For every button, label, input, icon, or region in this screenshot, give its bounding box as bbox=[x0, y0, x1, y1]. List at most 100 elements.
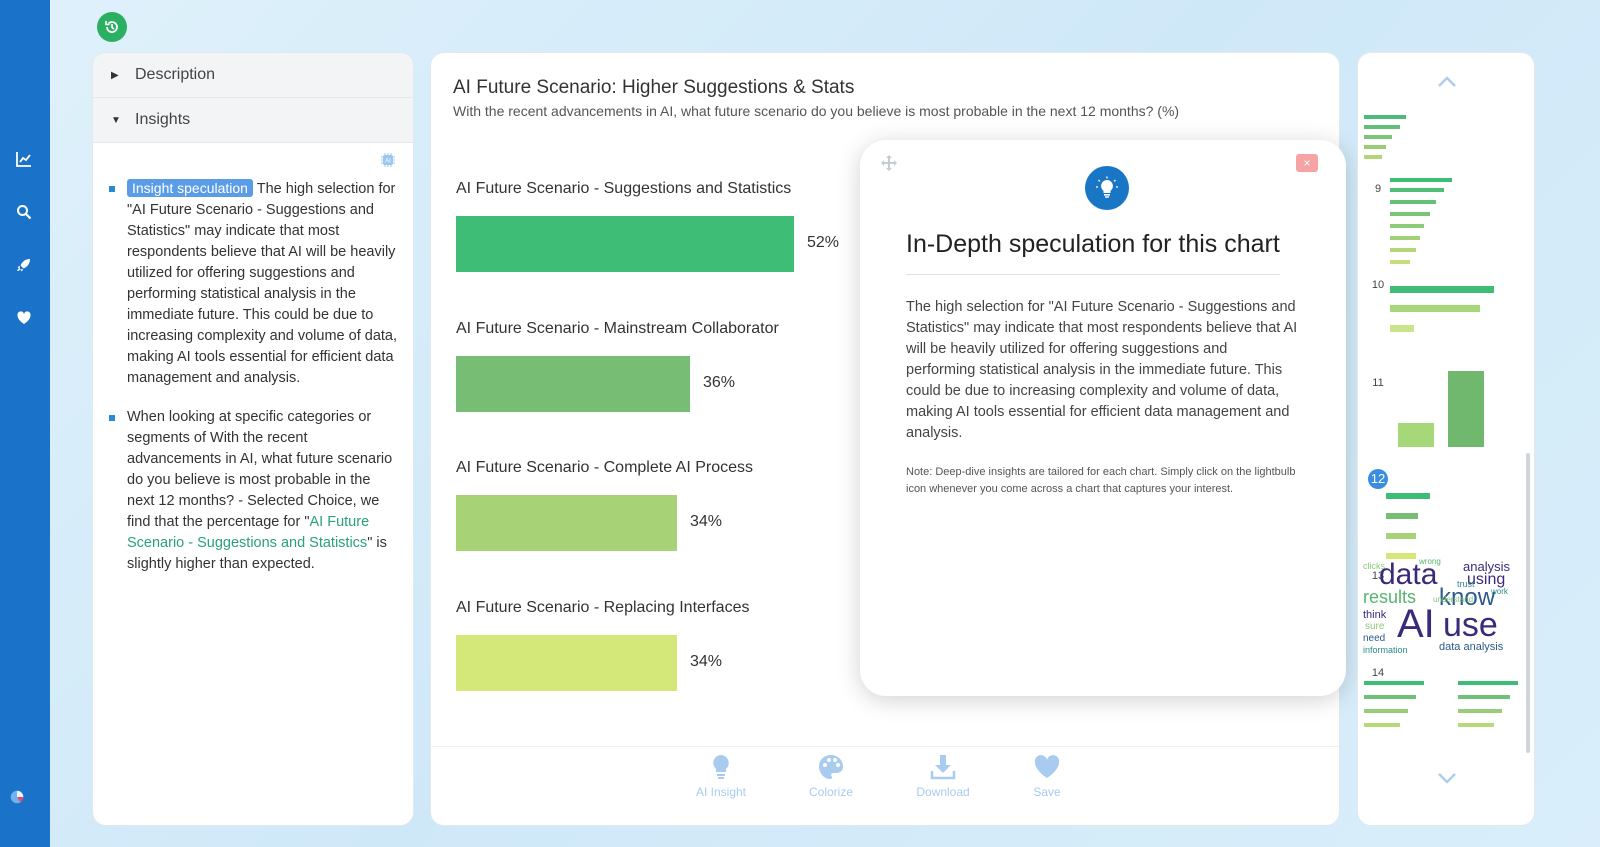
close-button[interactable]: × bbox=[1296, 154, 1318, 172]
thumb-bar bbox=[1390, 248, 1416, 252]
chart-title: AI Future Scenario: Higher Suggestions &… bbox=[453, 77, 855, 98]
bar-value-label: 36% bbox=[703, 373, 736, 391]
wordcloud-word: data analysis bbox=[1439, 641, 1504, 653]
bar-category-label: AI Future Scenario - Complete AI Process bbox=[456, 459, 754, 476]
bar-category-label: AI Future Scenario - Replacing Interface… bbox=[456, 598, 750, 616]
thumb-bar bbox=[1386, 493, 1430, 499]
thumbnail-number[interactable]: 10 bbox=[1368, 275, 1388, 295]
thumb-bar bbox=[1390, 200, 1436, 204]
thumb-bar bbox=[1398, 423, 1434, 447]
download-button[interactable]: Download bbox=[908, 753, 978, 799]
wordcloud-word: use bbox=[1443, 606, 1498, 644]
divider bbox=[906, 274, 1280, 275]
wordcloud-word: information bbox=[1363, 645, 1408, 655]
thumb-bar bbox=[1364, 125, 1400, 129]
thumb-bar bbox=[1364, 681, 1424, 685]
save-label: Save bbox=[1033, 785, 1061, 799]
thumb-bar bbox=[1390, 236, 1420, 240]
wordcloud-word: think bbox=[1363, 609, 1387, 621]
chart-subtitle: With the recent advancements in AI, what… bbox=[453, 103, 1180, 119]
search-icon[interactable] bbox=[13, 201, 35, 223]
save-button[interactable]: Save bbox=[1012, 753, 1082, 799]
scrollbar[interactable] bbox=[1526, 453, 1530, 753]
lightbulb-icon bbox=[1085, 166, 1129, 210]
word-cloud-thumbnail: data AI use know results analysis using … bbox=[1363, 558, 1523, 658]
ai-chip-icon: AI bbox=[381, 153, 395, 167]
nav-rail bbox=[0, 0, 50, 847]
bullet bbox=[109, 415, 115, 421]
ai-insight-label: AI Insight bbox=[695, 785, 747, 799]
heart-icon bbox=[1034, 755, 1060, 778]
thumbnail-number[interactable]: 14 bbox=[1368, 663, 1388, 683]
insight-text: When looking at specific categories or s… bbox=[127, 409, 393, 530]
bar[interactable] bbox=[456, 634, 677, 691]
caret-right-icon: ▶ bbox=[111, 69, 119, 81]
thumbnail-number[interactable]: 11 bbox=[1368, 373, 1388, 393]
wordcloud-word: clicks bbox=[1363, 561, 1385, 571]
thumb-bar bbox=[1386, 513, 1418, 519]
insights-accordion[interactable]: ▼ Insights bbox=[93, 98, 413, 143]
download-icon bbox=[930, 755, 956, 780]
chart-line-icon[interactable] bbox=[13, 148, 35, 170]
ai-insight-button[interactable]: AI Insight bbox=[686, 753, 756, 799]
wordcloud-word: results bbox=[1363, 587, 1417, 607]
bar-category-label: AI Future Scenario - Suggestions and Sta… bbox=[456, 180, 792, 197]
bar[interactable] bbox=[456, 216, 794, 272]
history-button[interactable] bbox=[97, 12, 127, 42]
insight-text: " is slightly higher than expected. bbox=[127, 535, 387, 572]
insight-link[interactable]: AI Future Scenario - Suggestions and Sta… bbox=[127, 514, 370, 551]
rocket-icon[interactable] bbox=[13, 254, 35, 276]
wordcloud-word: know bbox=[1439, 584, 1496, 611]
thumbnail-number[interactable]: 13 bbox=[1368, 566, 1388, 586]
thumb-bar bbox=[1448, 371, 1484, 447]
wordcloud-word: using bbox=[1467, 571, 1506, 588]
thumb-bar bbox=[1390, 325, 1414, 332]
divider bbox=[431, 746, 1339, 747]
thumb-bar bbox=[1458, 723, 1494, 727]
insight-text: The high selection for "AI Future Scenar… bbox=[127, 181, 398, 386]
bar[interactable] bbox=[456, 355, 690, 412]
thumb-bar bbox=[1364, 709, 1408, 713]
history-icon bbox=[105, 21, 118, 33]
list-item: Insight speculation The high selection f… bbox=[109, 178, 399, 389]
description-label: Description bbox=[135, 66, 216, 83]
wordcloud-word: analysis bbox=[1463, 559, 1510, 574]
colorize-button[interactable]: Colorize bbox=[796, 753, 866, 799]
bar[interactable] bbox=[456, 495, 677, 551]
popup-note: Note: Deep-dive insights are tailored fo… bbox=[906, 466, 1296, 495]
app-logo-icon[interactable] bbox=[9, 789, 37, 817]
thumb-bar bbox=[1364, 135, 1392, 139]
thumbnail-panel[interactable]: 9 10 11 12 13 data AI use know results a… bbox=[1357, 52, 1535, 826]
insights-list: Insight speculation The high selection f… bbox=[109, 178, 399, 593]
thumb-bar bbox=[1364, 155, 1382, 159]
thumb-bar bbox=[1390, 260, 1410, 264]
wordcloud-word: work bbox=[1491, 587, 1508, 596]
thumb-bar bbox=[1390, 212, 1430, 216]
thumb-bar bbox=[1390, 286, 1494, 293]
thumb-bar bbox=[1458, 709, 1502, 713]
bar-value-label: 34% bbox=[690, 652, 723, 670]
wordcloud-word: AI bbox=[1397, 602, 1435, 646]
colorize-label: Colorize bbox=[808, 785, 853, 799]
chevron-down-icon[interactable] bbox=[1436, 771, 1458, 785]
thumbnail-number[interactable]: 9 bbox=[1368, 179, 1388, 199]
thumb-bar bbox=[1386, 533, 1416, 539]
thumb-bar bbox=[1390, 188, 1444, 192]
description-accordion[interactable]: ▶ Description bbox=[93, 53, 413, 98]
chevron-up-icon[interactable] bbox=[1436, 75, 1458, 89]
speculation-popup: × In-Depth speculation for this chart Th… bbox=[860, 140, 1346, 696]
popup-title: In-Depth speculation for this chart bbox=[906, 230, 1280, 258]
thumb-bar bbox=[1390, 224, 1424, 228]
insight-speculation-chip[interactable]: Insight speculation bbox=[127, 179, 253, 197]
popup-body: The high selection for "AI Future Scenar… bbox=[906, 299, 1298, 441]
bar-category-label: AI Future Scenario - Mainstream Collabor… bbox=[456, 319, 779, 337]
thumb-bar bbox=[1364, 695, 1416, 699]
thumbnail-number-active[interactable]: 12 bbox=[1368, 469, 1388, 489]
caret-down-icon: ▼ bbox=[111, 114, 121, 126]
thumb-bar bbox=[1386, 553, 1416, 559]
move-icon[interactable] bbox=[880, 154, 898, 172]
thumb-bar bbox=[1458, 681, 1518, 685]
list-item: When looking at specific categories or s… bbox=[109, 407, 399, 575]
heart-icon[interactable] bbox=[13, 307, 35, 329]
download-label: Download bbox=[916, 785, 970, 799]
